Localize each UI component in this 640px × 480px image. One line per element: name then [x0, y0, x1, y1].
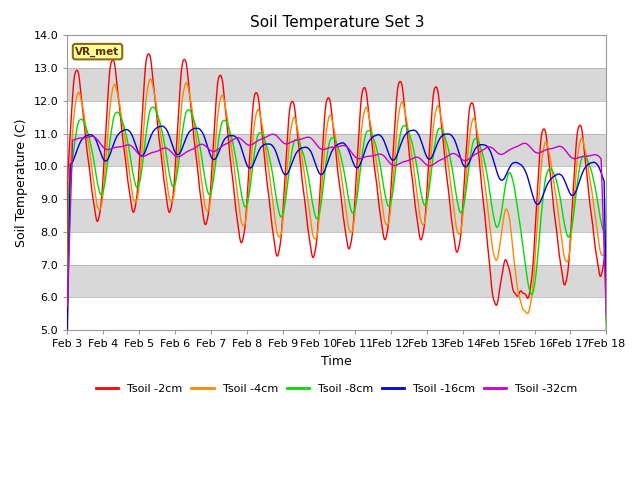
Bar — [67, 133, 606, 167]
Text: VR_met: VR_met — [76, 47, 120, 57]
Bar — [67, 36, 606, 68]
X-axis label: Time: Time — [321, 355, 352, 368]
Legend: Tsoil -2cm, Tsoil -4cm, Tsoil -8cm, Tsoil -16cm, Tsoil -32cm: Tsoil -2cm, Tsoil -4cm, Tsoil -8cm, Tsoi… — [92, 379, 582, 398]
Bar — [67, 232, 606, 264]
Bar — [67, 199, 606, 232]
Bar — [67, 298, 606, 330]
Bar — [67, 167, 606, 199]
Bar — [67, 68, 606, 101]
Bar — [67, 264, 606, 298]
Y-axis label: Soil Temperature (C): Soil Temperature (C) — [15, 119, 28, 247]
Title: Soil Temperature Set 3: Soil Temperature Set 3 — [250, 15, 424, 30]
Bar — [67, 101, 606, 133]
